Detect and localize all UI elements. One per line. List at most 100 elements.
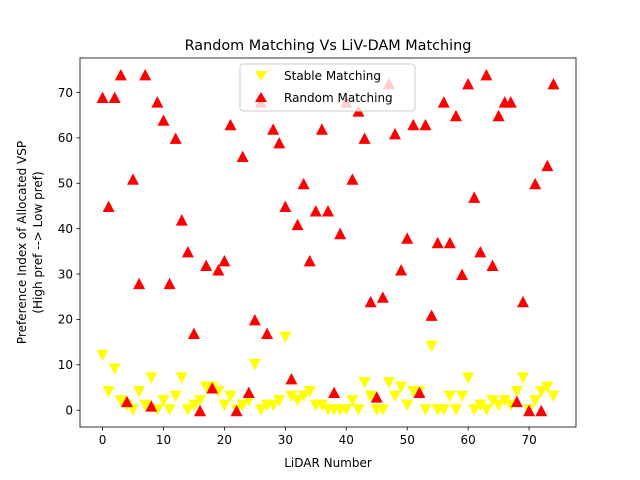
random-matching-point xyxy=(194,404,207,417)
stable-matching-point xyxy=(175,372,188,384)
legend-marker-random-matching xyxy=(255,92,267,102)
y-tick-label: 10 xyxy=(58,358,73,372)
random-matching-point xyxy=(181,245,194,258)
random-matching-point xyxy=(395,264,408,276)
x-axis-label: LiDAR Number xyxy=(284,456,372,470)
random-matching-point xyxy=(437,96,450,108)
x-tick-label: 30 xyxy=(278,433,293,447)
random-matching-point xyxy=(358,132,371,144)
stable-matching-point xyxy=(194,395,207,407)
stable-matching-point xyxy=(376,404,389,416)
stable-matching-point xyxy=(443,390,456,402)
random-matching-point xyxy=(322,205,334,217)
legend-label-stable-matching: Stable Matching xyxy=(284,69,381,83)
random-matching-point xyxy=(407,118,420,131)
random-matching-point xyxy=(108,91,121,104)
random-matching-point xyxy=(102,200,115,212)
random-matching-point xyxy=(297,177,310,190)
random-matching-point xyxy=(200,259,213,271)
random-matching-point xyxy=(309,205,322,217)
random-matching-point xyxy=(443,236,456,249)
stable-matching-point xyxy=(285,390,298,402)
random-matching-point xyxy=(279,200,292,212)
x-axis: 0 10 20 30 40 50 60 70 xyxy=(99,427,537,447)
stable-matching-point xyxy=(236,399,249,412)
random-matching-point xyxy=(376,291,389,303)
chart-title: Random Matching Vs LiV-DAM Matching xyxy=(185,38,472,54)
stable-matching-point xyxy=(139,399,152,412)
random-matching-point xyxy=(267,123,280,135)
stable-matching-point xyxy=(486,395,499,407)
stable-matching-point xyxy=(303,386,316,398)
stable-matching-point xyxy=(389,390,402,402)
random-matching-point xyxy=(370,391,383,403)
random-matching-point xyxy=(315,123,328,135)
stable-matching-point xyxy=(535,386,548,398)
random-matching-point xyxy=(206,382,219,394)
stable-matching-point xyxy=(480,404,493,416)
data-markers xyxy=(96,68,560,417)
x-tick-label: 70 xyxy=(521,433,536,447)
random-matching-point xyxy=(486,259,499,271)
stable-matching-point xyxy=(352,404,365,416)
random-matching-point xyxy=(212,264,225,276)
stable-matching-point xyxy=(437,404,450,416)
stable-matching-point xyxy=(364,390,377,402)
legend: Stable Matching Random Matching xyxy=(239,63,416,112)
random-matching-point xyxy=(96,91,109,104)
random-matching-point xyxy=(431,236,444,249)
random-matching-point xyxy=(224,118,237,131)
stable-matching-point xyxy=(346,395,359,407)
y-tick-label: 20 xyxy=(58,313,73,327)
random-matching-point xyxy=(516,295,529,308)
random-matching-point xyxy=(547,78,560,90)
random-matching-point xyxy=(139,68,152,81)
stable-matching-point xyxy=(133,386,146,398)
random-matching-point xyxy=(523,404,536,417)
random-matching-point xyxy=(328,386,341,399)
stable-matching-point xyxy=(510,386,523,398)
random-matching-point xyxy=(114,68,127,81)
stable-matching-point xyxy=(224,390,237,402)
stable-matching-point xyxy=(187,399,200,412)
stable-matching-point xyxy=(474,399,487,412)
stable-matching-point xyxy=(456,390,469,402)
random-matching-point xyxy=(419,118,432,131)
random-matching-point xyxy=(364,295,377,308)
random-matching-point xyxy=(334,227,347,240)
legend-box xyxy=(239,63,416,112)
random-matching-point xyxy=(236,150,249,163)
stable-matching-point xyxy=(163,404,176,416)
stable-matching-point xyxy=(315,399,328,412)
stable-matching-point xyxy=(492,399,505,412)
y-tick-label: 40 xyxy=(58,222,73,236)
y-tick-label: 0 xyxy=(65,404,73,418)
y-tick-label: 60 xyxy=(58,131,73,145)
plot-area xyxy=(79,57,577,428)
random-matching-point xyxy=(187,327,200,340)
random-matching-point xyxy=(492,109,505,122)
random-matching-point xyxy=(248,314,261,326)
stable-matching-point xyxy=(169,390,182,402)
x-tick-label: 0 xyxy=(99,433,107,447)
plot-frame xyxy=(79,57,577,428)
stable-matching-point xyxy=(547,390,560,402)
stable-matching-point xyxy=(291,395,304,407)
stable-matching-point xyxy=(498,395,511,407)
random-matching-point xyxy=(462,78,475,90)
stable-matching-point xyxy=(218,399,231,412)
y-tick-label: 70 xyxy=(58,86,73,100)
stable-matching-point xyxy=(108,363,121,375)
stable-matching-point xyxy=(297,390,310,402)
random-matching-point xyxy=(133,277,146,290)
random-matching-point xyxy=(456,268,469,281)
random-matching-point xyxy=(303,255,316,267)
random-matching-point xyxy=(145,400,158,412)
stable-matching-point xyxy=(395,381,408,393)
random-matching-point xyxy=(163,277,176,290)
x-tick-label: 20 xyxy=(217,433,232,447)
stable-matching-point xyxy=(279,331,292,343)
random-matching-point xyxy=(541,159,554,172)
random-matching-point xyxy=(425,309,438,321)
